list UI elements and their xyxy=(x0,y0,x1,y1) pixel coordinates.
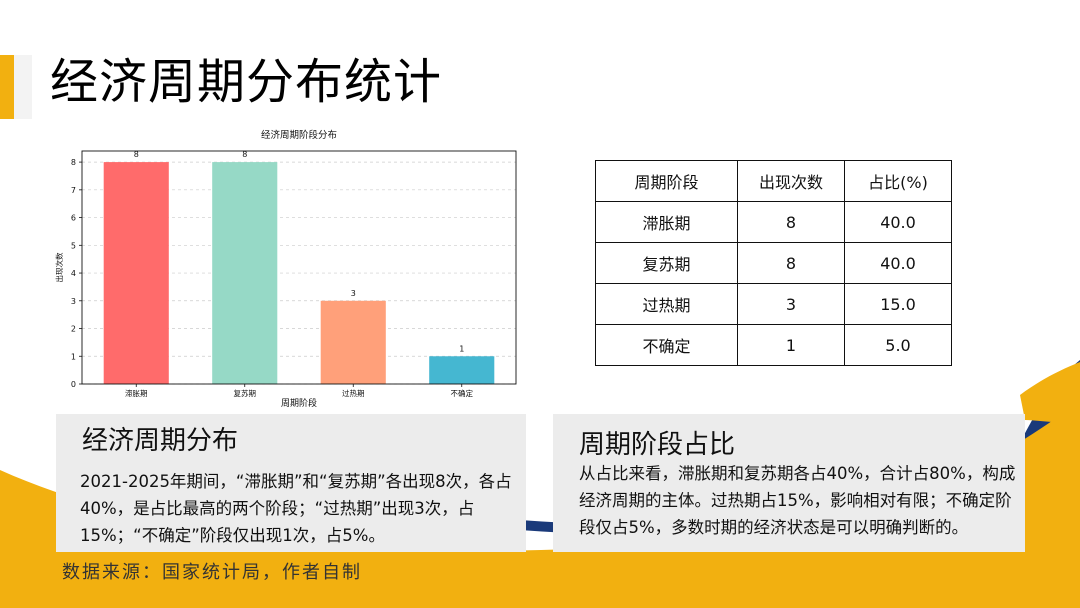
card-title: 经济周期分布 xyxy=(82,426,239,456)
table-header-cell: 占比(%) xyxy=(844,160,952,202)
data-label: 3 xyxy=(351,289,356,298)
data-source-note: 数据来源：国家统计局，作者自制 xyxy=(62,562,362,583)
x-tick-label: 不确定 xyxy=(451,388,474,398)
x-tick-label: 滞胀期 xyxy=(125,388,148,398)
y-tick-label: 8 xyxy=(71,158,76,167)
y-tick-label: 5 xyxy=(71,241,76,250)
table-row: 过热期 3 15.0 xyxy=(595,283,952,325)
summary-card-distribution: 经济周期分布 2021-2025年期间，“滞胀期”和“复苏期”各出现8次，各占4… xyxy=(56,414,526,552)
y-tick-label: 4 xyxy=(71,269,76,278)
y-tick-label: 3 xyxy=(71,297,76,306)
table-cell: 过热期 xyxy=(595,283,738,325)
title-accent-bar-light xyxy=(14,55,32,119)
y-tick-label: 1 xyxy=(71,352,76,361)
table-header-cell: 出现次数 xyxy=(737,160,845,202)
table-cell: 滞胀期 xyxy=(595,201,738,243)
table-cell: 40.0 xyxy=(844,242,952,284)
table-header-row: 周期阶段 出现次数 占比(%) xyxy=(595,160,952,202)
stats-table: 周期阶段 出现次数 占比(%) 滞胀期 8 40.0 复苏期 8 40.0 过热… xyxy=(595,160,952,366)
table-header-cell: 周期阶段 xyxy=(595,160,738,202)
bar xyxy=(320,300,386,384)
y-tick-label: 6 xyxy=(71,214,76,223)
table-cell: 40.0 xyxy=(844,201,952,243)
y-axis-label: 出现次数 xyxy=(54,252,64,282)
table-row: 复苏期 8 40.0 xyxy=(595,242,952,284)
bar xyxy=(103,162,169,384)
table-row: 不确定 1 5.0 xyxy=(595,324,952,366)
table-cell: 1 xyxy=(737,324,845,366)
bar-chart: 经济周期阶段分布 0 1 2 3 4 5 6 7 8 8 滞胀期 8 复苏期 3 过热期 1 不确定周期阶段 出现次… xyxy=(52,124,527,414)
card-title: 周期阶段占比 xyxy=(579,430,736,460)
bar xyxy=(429,356,495,384)
x-tick-label: 过热期 xyxy=(342,388,365,398)
card-body: 从占比来看，滞胀期和复苏期各占40%，合计占80%，构成经济周期的主体。过热期占… xyxy=(579,464,1016,537)
table-cell: 5.0 xyxy=(844,324,952,366)
table-cell: 复苏期 xyxy=(595,242,738,284)
yellow-wave-main xyxy=(0,400,1080,608)
chart-title: 经济周期阶段分布 xyxy=(261,129,337,141)
data-label: 1 xyxy=(459,344,464,353)
summary-card-share: 周期阶段占比 从占比来看，滞胀期和复苏期各占40%，合计占80%，构成经济周期的… xyxy=(553,414,1025,552)
data-label: 8 xyxy=(134,150,139,159)
y-tick-label: 0 xyxy=(71,380,76,389)
plot-frame xyxy=(81,150,517,385)
table-row: 滞胀期 8 40.0 xyxy=(595,201,952,243)
page-title: 经济周期分布统计 xyxy=(50,54,443,110)
y-tick-label: 2 xyxy=(71,325,76,334)
table-cell: 3 xyxy=(737,283,845,325)
bar xyxy=(212,162,278,384)
x-axis-label: 周期阶段 xyxy=(281,397,317,409)
x-tick-label: 复苏期 xyxy=(234,388,257,398)
table-cell: 8 xyxy=(737,201,845,243)
title-accent-bar xyxy=(0,55,14,119)
data-label: 8 xyxy=(242,150,247,159)
yellow-wave-right xyxy=(1020,362,1080,423)
card-body: 2021-2025年期间，“滞胀期”和“复苏期”各出现8次，各占40%，是占比最… xyxy=(80,472,512,545)
y-tick-label: 7 xyxy=(71,186,76,195)
table-cell: 15.0 xyxy=(844,283,952,325)
table-cell: 8 xyxy=(737,242,845,284)
table-cell: 不确定 xyxy=(595,324,738,366)
